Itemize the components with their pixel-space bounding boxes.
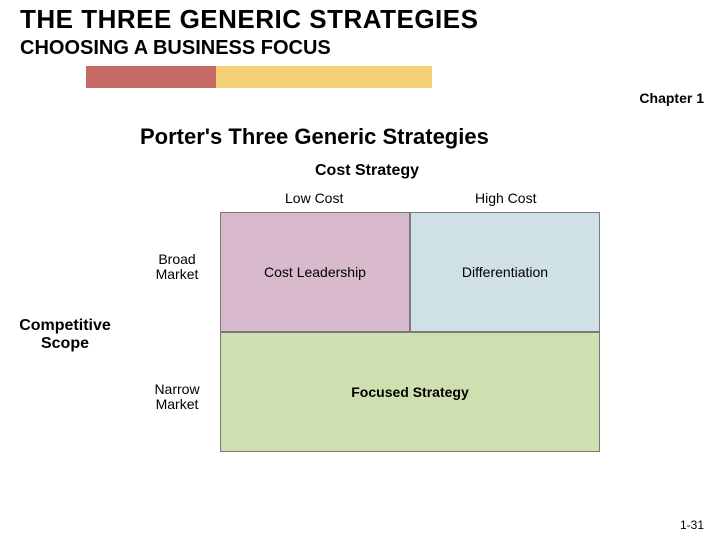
chapter-label: Chapter 1 [0, 88, 720, 106]
cell-differentiation: Differentiation [410, 212, 600, 332]
matrix-grid: Cost Leadership Differentiation Focused … [220, 212, 600, 452]
bar-segment [0, 66, 86, 88]
top-axis-label: Cost Strategy [315, 162, 419, 180]
bar-segment [432, 66, 720, 88]
column-header-low-cost: Low Cost [285, 190, 343, 206]
accent-color-bar [0, 66, 720, 88]
column-header-high-cost: High Cost [475, 190, 536, 206]
row-header-broad-market: Broad Market [142, 252, 212, 283]
bar-segment [86, 66, 216, 88]
page-subtitle: CHOOSING A BUSINESS FOCUS [20, 37, 700, 60]
bar-segment [216, 66, 432, 88]
cell-cost-leadership: Cost Leadership [220, 212, 410, 332]
left-axis-label: Competitive Scope [15, 317, 115, 352]
porter-matrix: Cost Strategy Low Cost High Cost Competi… [100, 162, 660, 482]
row-header-narrow-market: Narrow Market [142, 382, 212, 413]
section-title: Porter's Three Generic Strategies [140, 124, 720, 150]
cell-focused-strategy: Focused Strategy [220, 332, 600, 452]
page-title: THE THREE GENERIC STRATEGIES [20, 4, 700, 35]
page-number: 1-31 [680, 518, 704, 532]
